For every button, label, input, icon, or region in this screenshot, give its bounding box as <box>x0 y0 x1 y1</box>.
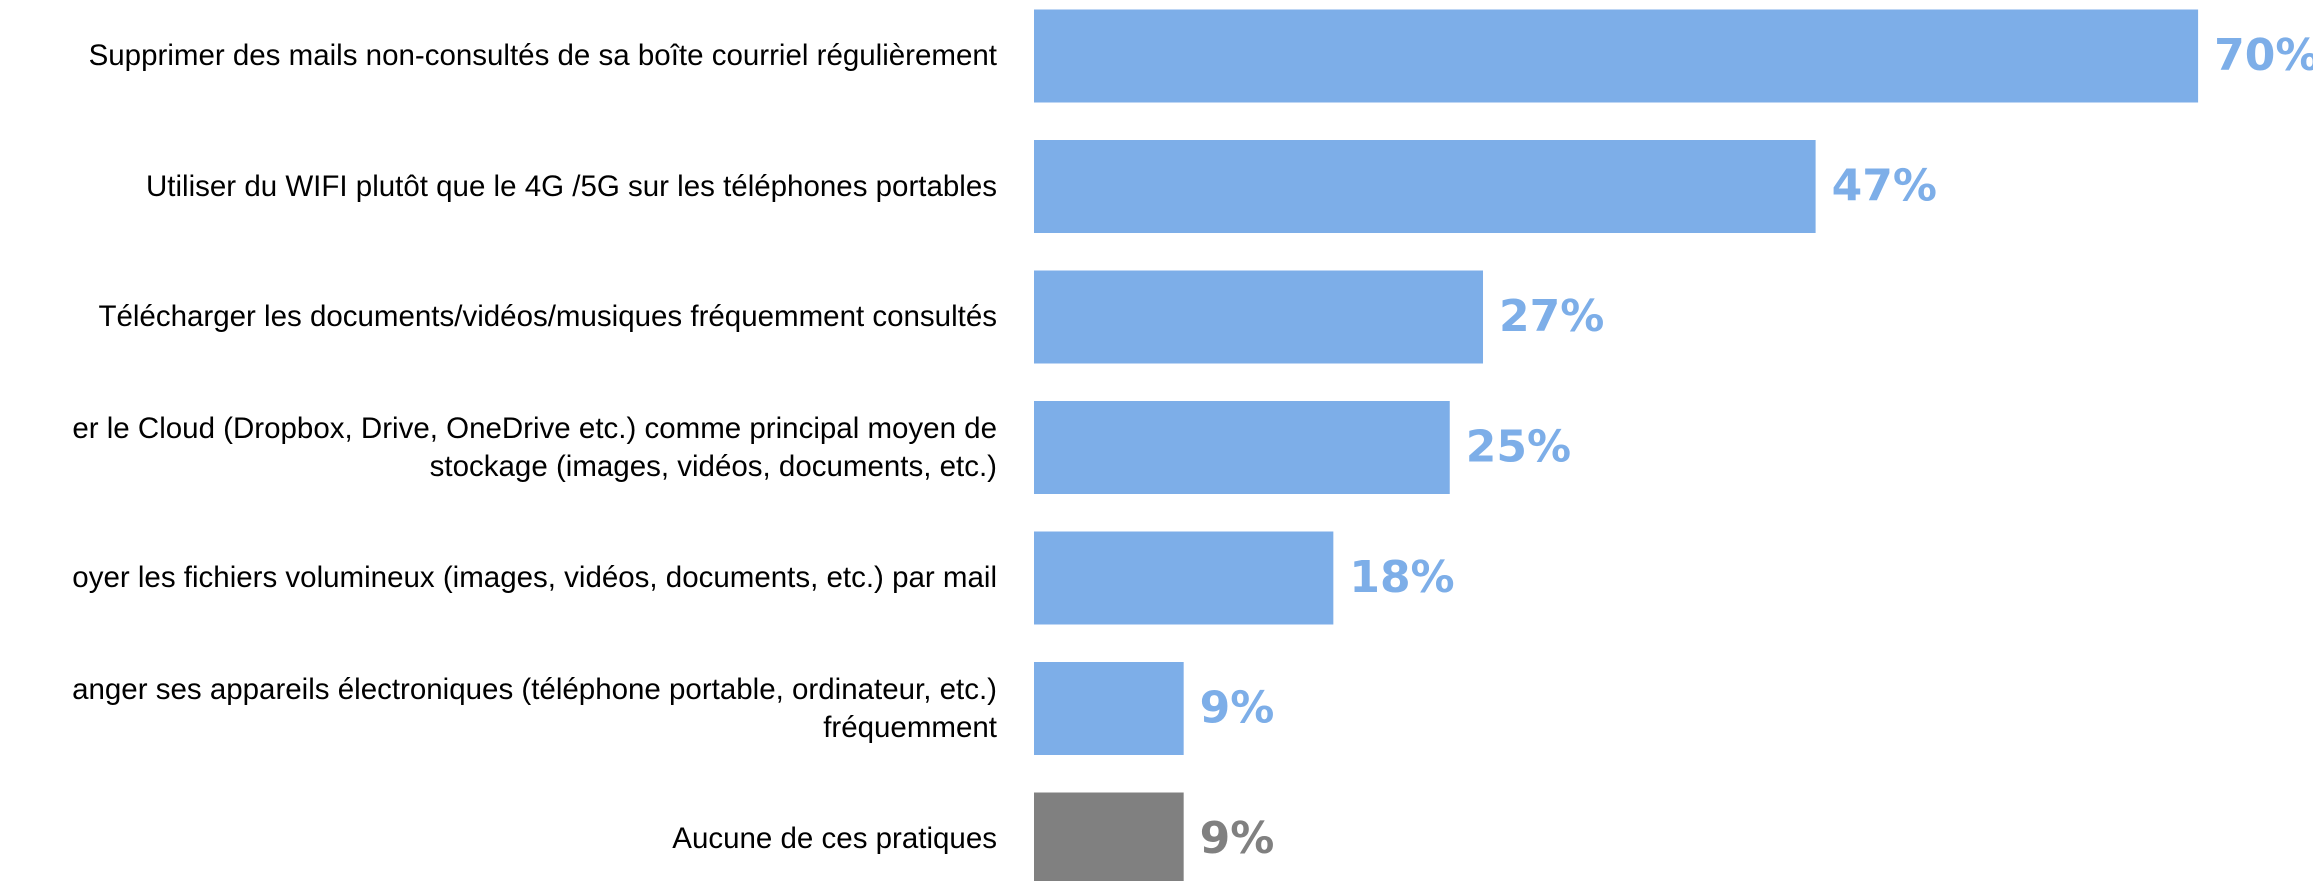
category-label: Utiliser du WIFI plutôt que le 4G /5G su… <box>145 169 997 203</box>
bar <box>1034 140 1816 233</box>
bar <box>1034 9 2199 103</box>
value-label: 18% <box>1349 552 1454 603</box>
category-label: Aucune de ces pratiques <box>672 822 997 855</box>
value-label: 27% <box>1499 291 1604 342</box>
value-label: 9% <box>1200 813 1275 864</box>
category-label: Supprimer des mails non-consultés de sa … <box>88 39 997 72</box>
value-label: 25% <box>1466 422 1571 473</box>
category-label: er le Cloud (Dropbox, Drive, OneDrive et… <box>72 411 997 483</box>
bar <box>1034 792 1184 881</box>
category-label: oyer les fichiers volumineux (images, vi… <box>72 561 997 594</box>
bar <box>1034 270 1484 364</box>
bar <box>1034 531 1334 625</box>
category-label: Télécharger les documents/vidéos/musique… <box>98 300 997 333</box>
category-label: anger ses appareils électroniques (télép… <box>72 672 997 744</box>
value-label: 70% <box>2214 30 2313 81</box>
bar <box>1034 401 1450 494</box>
value-label: 47% <box>1832 161 1937 212</box>
bar <box>1034 662 1184 755</box>
value-label: 9% <box>1200 683 1275 734</box>
